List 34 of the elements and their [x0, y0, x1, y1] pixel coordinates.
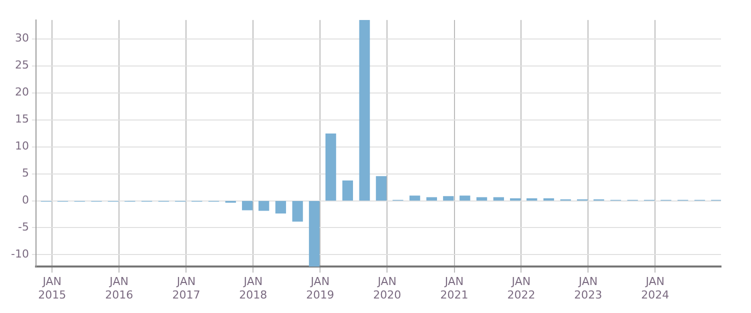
y-tick-label: 10 — [14, 140, 29, 153]
y-tick-label: 30 — [14, 32, 29, 45]
bar — [476, 197, 488, 201]
x-tick-label: JAN 2020 — [373, 275, 402, 302]
bar — [359, 20, 370, 201]
bar — [242, 200, 253, 210]
bar — [292, 200, 303, 222]
y-tick-label: 5 — [22, 166, 29, 180]
y-tick-label: -10 — [11, 248, 29, 261]
x-tick-label: JAN 2023 — [574, 275, 602, 302]
y-tick-label: 15 — [14, 112, 29, 126]
x-tick-label: JAN 2022 — [507, 275, 536, 302]
bar — [443, 196, 454, 201]
x-tick-label: JAN 2018 — [239, 275, 268, 302]
y-tick-label: 25 — [14, 58, 29, 72]
bar — [342, 180, 353, 201]
x-tick-label: JAN 2017 — [172, 275, 200, 302]
x-tick-label: JAN 2024 — [641, 275, 670, 302]
bar — [460, 196, 470, 201]
bar — [308, 200, 320, 267]
y-tick-label: 20 — [14, 86, 29, 99]
x-tick-label: JAN 2021 — [440, 275, 468, 302]
bar — [426, 197, 438, 201]
bar — [258, 200, 270, 211]
bar — [493, 197, 504, 201]
x-tick-label: JAN 2015 — [38, 275, 66, 302]
bar — [325, 134, 336, 201]
bar — [275, 200, 286, 214]
y-tick-label: -5 — [18, 220, 29, 234]
y-tick-label: 0 — [22, 194, 29, 207]
x-tick-label: JAN 2019 — [306, 275, 334, 302]
x-tick-label: JAN 2016 — [105, 275, 134, 302]
bar — [409, 196, 420, 201]
bar — [376, 176, 387, 201]
